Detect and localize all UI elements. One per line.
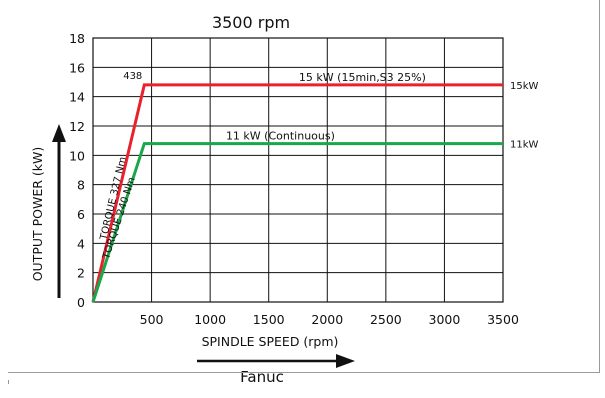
y-tick-label: 14: [69, 90, 85, 105]
y-tick-label: 0: [77, 295, 85, 310]
series-15kw-end-label: 15kW: [510, 81, 539, 92]
y-tick-labels: 0 2 4 6 8 10 12 14 16 18: [69, 31, 85, 310]
x-tick-label: 1000: [194, 312, 226, 327]
y-tick-label: 10: [69, 148, 85, 163]
series-11kw-line: [91, 142, 503, 303]
series-15kw-line: [91, 83, 503, 303]
frame-corner-mark: [8, 380, 9, 384]
series-11kw-name-label: 11 kW (Continuous): [226, 130, 335, 143]
chart-caption: Fanuc: [240, 368, 284, 386]
y-tick-label: 4: [77, 236, 85, 251]
y-axis-label: OUTPUT POWER (kW): [30, 147, 45, 282]
x-tick-label: 3000: [429, 312, 461, 327]
x-tick-labels: 500 1000 1500 2000 2500 3000 3500: [140, 312, 519, 327]
x-tick-label: 1500: [253, 312, 285, 327]
y-tick-label: 16: [69, 60, 85, 75]
x-tick-label: 3500: [487, 312, 519, 327]
chart-title: 3500 rpm: [212, 13, 290, 32]
x-tick-label: 2000: [311, 312, 343, 327]
y-tick-label: 8: [77, 178, 85, 193]
y-tick-label: 6: [77, 207, 85, 222]
y-axis-arrow-head: [52, 124, 66, 142]
frame-right-border: [599, 0, 600, 373]
x-tick-label: 500: [140, 312, 164, 327]
series-11kw-end-label: 11kW: [510, 140, 539, 151]
x-tick-label: 2500: [370, 312, 402, 327]
grid: [92, 37, 504, 303]
frame-bottom-border: [8, 372, 600, 373]
y-tick-label: 18: [69, 31, 85, 46]
x-axis-arrow-head: [336, 354, 355, 368]
y-tick-label: 12: [69, 119, 85, 134]
x-axis-label: SPINDLE SPEED (rpm): [202, 334, 339, 349]
series-15kw-name-label: 15 kW (15min,S3 25%): [299, 71, 426, 84]
y-tick-label: 2: [77, 266, 85, 281]
series-15kw-knee-label: 438: [123, 71, 142, 82]
